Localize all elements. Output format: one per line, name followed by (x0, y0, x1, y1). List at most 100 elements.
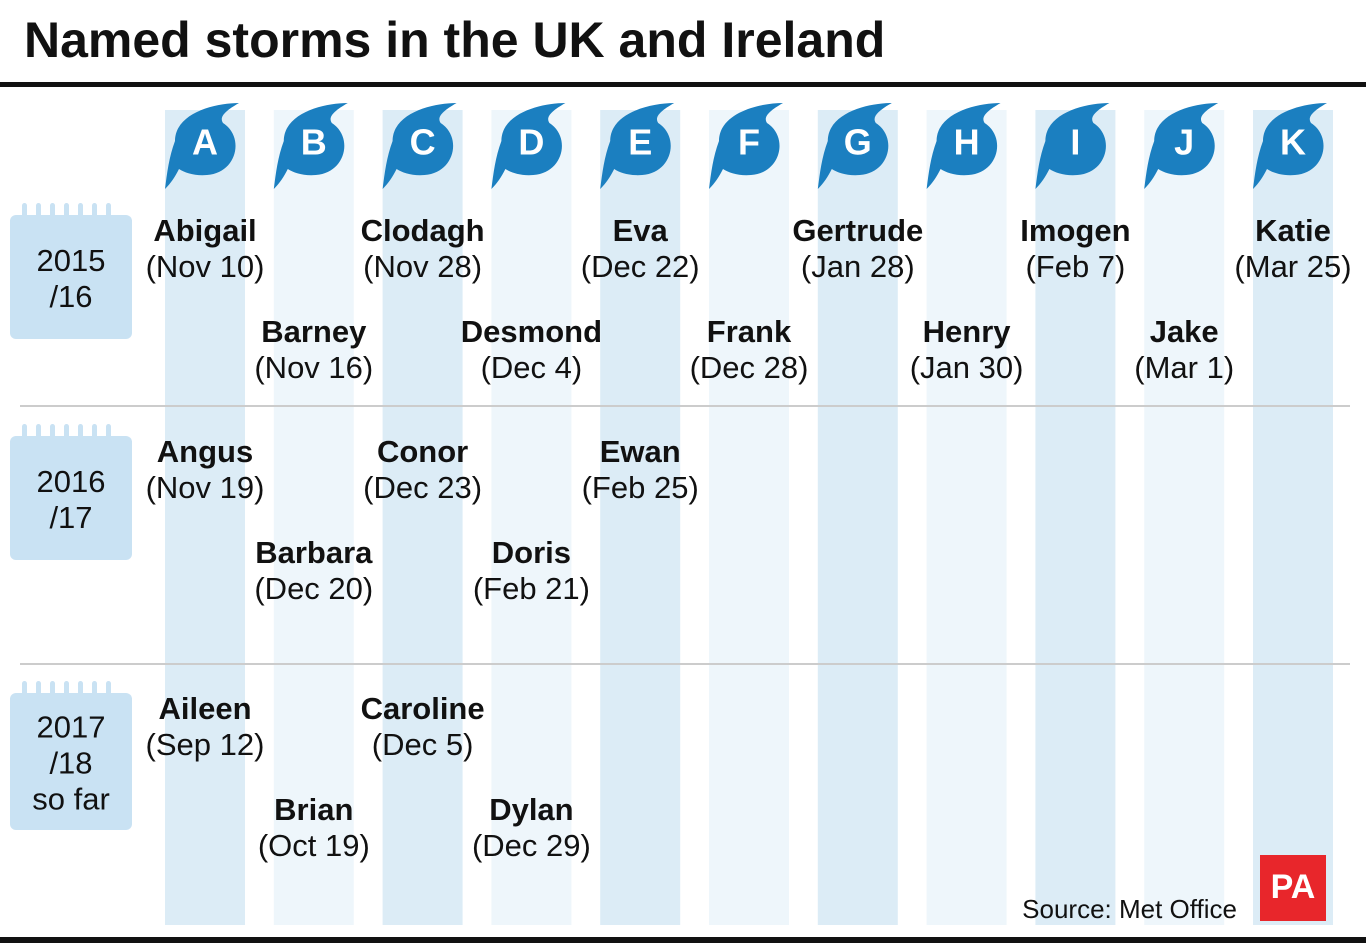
calendar-ring (106, 424, 111, 442)
calendar-ring (22, 203, 27, 221)
storm-swirl (1253, 103, 1327, 189)
column-stripe (165, 110, 245, 925)
season-label: /16 (49, 279, 92, 314)
calendar-ring (36, 203, 41, 221)
column-stripe (382, 110, 463, 925)
top-rule (0, 82, 1366, 87)
storm-date: (Dec 29) (472, 828, 591, 863)
column-stripe (1144, 110, 1225, 925)
storm-icon: J (1144, 103, 1219, 189)
storm-date: (Dec 5) (372, 727, 474, 762)
column-stripe (709, 110, 789, 925)
storm-swirl (817, 103, 892, 189)
storm-date: (Dec 4) (481, 350, 583, 385)
storm-date: (Jan 30) (910, 350, 1024, 385)
logo-box (1260, 855, 1326, 921)
storm-icon: I (1035, 103, 1110, 189)
storm-date: (Oct 19) (258, 828, 370, 863)
calendar-ring (92, 203, 97, 221)
storm-icon: C (382, 103, 457, 189)
column-stripe (1035, 110, 1116, 925)
storm-name: Dylan (489, 792, 573, 827)
storm-date: (Dec 28) (690, 350, 809, 385)
storm-letter: B (301, 122, 327, 163)
storm-date: (Feb 21) (473, 571, 590, 606)
storm-name: Angus (157, 434, 253, 469)
storm-date: (Mar 25) (1234, 249, 1351, 284)
storm-name: Desmond (461, 314, 602, 349)
storm-date: (Nov 19) (146, 470, 265, 505)
storm-name: Imogen (1020, 213, 1130, 248)
storm-name: Aileen (158, 691, 251, 726)
column-stripe (600, 110, 681, 925)
storm-icon: F (709, 103, 783, 189)
storm-icon: H (926, 103, 1001, 189)
storm-icon: G (817, 103, 892, 189)
storm-name: Barney (261, 314, 367, 349)
storm-name: Caroline (361, 691, 485, 726)
bottom-rule (0, 937, 1366, 943)
storm-swirl (1144, 103, 1219, 189)
storm-date: (Dec 23) (363, 470, 482, 505)
storm-swirl (926, 103, 1001, 189)
storm-letter: H (954, 122, 980, 163)
storm-date: (Nov 10) (146, 249, 265, 284)
calendar-ring (92, 681, 97, 699)
calendar (10, 436, 132, 560)
storm-name: Gertrude (792, 213, 923, 248)
storm-date: (Jan 28) (801, 249, 915, 284)
storm-swirl (491, 103, 566, 189)
storm-name: Brian (274, 792, 353, 827)
calendar-ring (106, 681, 111, 699)
storm-letter: D (518, 122, 544, 163)
storm-date: (Mar 1) (1134, 350, 1234, 385)
season-label: 2015 (37, 243, 106, 278)
storm-swirl (165, 103, 239, 189)
storm-date: (Dec 22) (581, 249, 700, 284)
calendar-ring (92, 424, 97, 442)
storm-letter: K (1280, 122, 1306, 163)
storm-date: (Sep 12) (146, 727, 265, 762)
storm-date: (Feb 7) (1025, 249, 1125, 284)
calendar-ring (64, 203, 69, 221)
storm-name: Frank (707, 314, 792, 349)
calendar-ring (50, 424, 55, 442)
calendar-ring (22, 681, 27, 699)
storm-icon: E (600, 103, 675, 189)
calendar-ring (50, 681, 55, 699)
storm-letter: G (844, 122, 872, 163)
calendar-ring (78, 424, 83, 442)
logo: PA (1271, 868, 1316, 906)
calendar-ring (78, 681, 83, 699)
storm-name: Henry (923, 314, 1012, 349)
storm-name: Clodagh (361, 213, 485, 248)
season-label: /17 (49, 500, 92, 535)
storm-swirl (600, 103, 675, 189)
storm-icon: A (165, 103, 239, 189)
storm-date: (Feb 25) (582, 470, 699, 505)
calendar-ring (22, 424, 27, 442)
storm-icon: D (491, 103, 566, 189)
storm-letter: I (1070, 122, 1080, 163)
column-stripe (273, 110, 354, 925)
storm-icon: B (273, 103, 348, 189)
column-stripe (817, 110, 898, 925)
storm-swirl (709, 103, 783, 189)
storm-name: Abigail (153, 213, 256, 248)
calendar (10, 693, 132, 830)
storm-letter: F (738, 122, 760, 163)
calendar (10, 215, 132, 339)
storm-date: (Nov 16) (254, 350, 373, 385)
season-label: /18 (49, 746, 92, 781)
storm-name: Eva (613, 213, 669, 248)
calendar-ring (106, 203, 111, 221)
storm-swirl (1035, 103, 1110, 189)
calendar-ring (36, 424, 41, 442)
source: Source: Met Office (1022, 894, 1237, 924)
storm-name: Doris (492, 535, 571, 570)
storm-letter: E (628, 122, 652, 163)
title: Named storms in the UK and Ireland (24, 12, 885, 68)
calendar-ring (50, 203, 55, 221)
storm-letter: C (410, 122, 436, 163)
storm-letter: J (1174, 122, 1194, 163)
